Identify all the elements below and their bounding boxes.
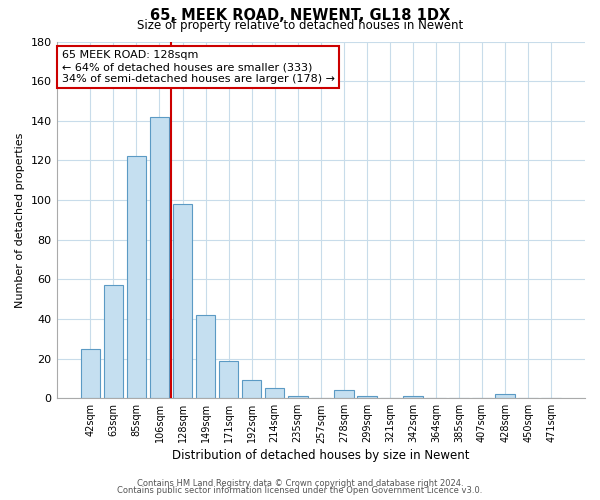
- Bar: [80, 348, 100, 398]
- Bar: [357, 396, 377, 398]
- Text: Contains public sector information licensed under the Open Government Licence v3: Contains public sector information licen…: [118, 486, 482, 495]
- Text: 65, MEEK ROAD, NEWENT, GL18 1DX: 65, MEEK ROAD, NEWENT, GL18 1DX: [150, 8, 450, 22]
- Bar: [173, 204, 193, 398]
- Bar: [334, 390, 353, 398]
- Bar: [242, 380, 262, 398]
- Bar: [265, 388, 284, 398]
- Bar: [127, 156, 146, 398]
- Text: Size of property relative to detached houses in Newent: Size of property relative to detached ho…: [137, 19, 463, 32]
- Bar: [219, 360, 238, 398]
- X-axis label: Distribution of detached houses by size in Newent: Distribution of detached houses by size …: [172, 450, 470, 462]
- Text: 65 MEEK ROAD: 128sqm
← 64% of detached houses are smaller (333)
34% of semi-deta: 65 MEEK ROAD: 128sqm ← 64% of detached h…: [62, 50, 335, 84]
- Bar: [104, 285, 123, 398]
- Bar: [196, 315, 215, 398]
- Bar: [496, 394, 515, 398]
- Bar: [403, 396, 423, 398]
- Y-axis label: Number of detached properties: Number of detached properties: [15, 132, 25, 308]
- Bar: [288, 396, 308, 398]
- Bar: [149, 117, 169, 398]
- Text: Contains HM Land Registry data © Crown copyright and database right 2024.: Contains HM Land Registry data © Crown c…: [137, 478, 463, 488]
